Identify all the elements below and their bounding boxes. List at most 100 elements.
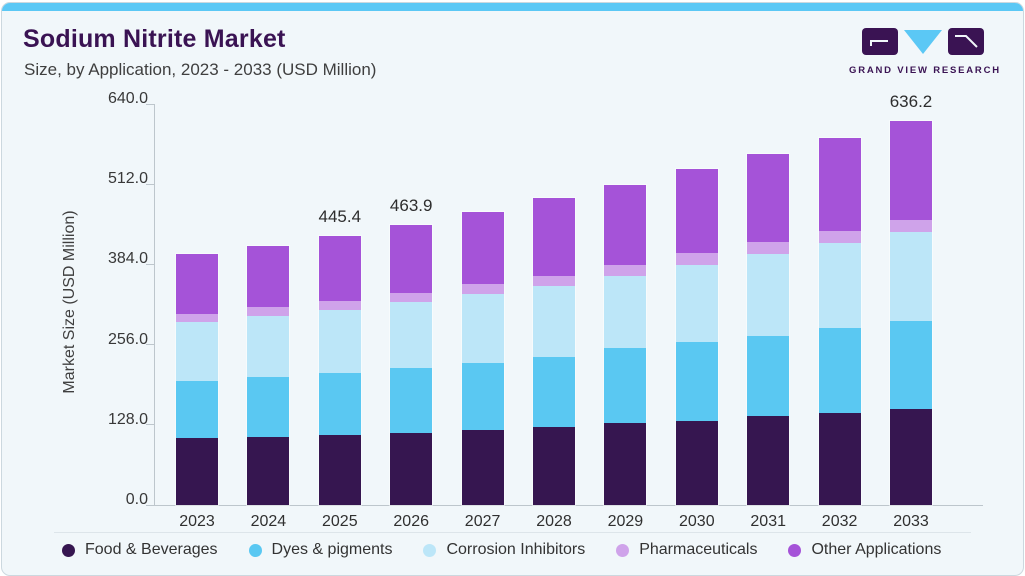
bar-segment-other-applications	[818, 138, 861, 232]
x-tick-label-2027: 2027	[464, 513, 501, 530]
bar-segment-other-applications	[747, 153, 790, 242]
top-accent-bar	[2, 3, 1023, 11]
bar-segment-corrosion-inhibitors	[461, 294, 504, 363]
bar-2029	[604, 184, 647, 505]
legend-dot-icon	[616, 543, 630, 557]
bar-segment-dyes-pigments	[390, 367, 433, 433]
bar-segment-food-beverages	[890, 408, 932, 505]
bar-segment-dyes-pigments	[533, 356, 575, 428]
gvr-logo-icon	[862, 28, 984, 55]
bar-value-label-2026: 463.9	[389, 195, 433, 215]
x-tick-label-2033: 2033	[893, 513, 929, 530]
legend-dot-icon	[788, 543, 802, 557]
y-axis-title: Market Size (USD Million)	[61, 210, 78, 394]
bar-segment-other-applications	[461, 212, 504, 285]
bar-segment-other-applications	[533, 198, 575, 276]
legend-label: Pharmaceuticals	[639, 541, 758, 558]
legend-item-pharmaceuticals: Pharmaceuticals	[616, 541, 757, 559]
bar-segment-other-applications	[604, 184, 647, 265]
bar-segment-pharmaceuticals	[461, 284, 504, 295]
page-title: Sodium Nitrite Market	[23, 25, 286, 53]
bar-segment-food-beverages	[818, 413, 861, 505]
x-tick-label-2025: 2025	[322, 513, 358, 530]
legend-item-other-applications: Other Applications	[788, 541, 941, 559]
bar-segment-corrosion-inhibitors	[533, 286, 575, 357]
y-tick-label: 0.0	[125, 491, 148, 508]
legend-label: Dyes & pigments	[271, 541, 393, 558]
plot-area: 640.0 512.0 384.0 256.0 128.0 0.0 2023 2024 445.…	[108, 90, 983, 530]
legend-dot-icon	[62, 543, 75, 557]
x-tick-label-2030: 2030	[679, 513, 715, 530]
bar-2023	[176, 254, 218, 505]
bar-segment-corrosion-inhibitors	[675, 264, 718, 343]
bar-2026	[390, 224, 433, 505]
legend-label: Other Applications	[811, 541, 942, 558]
bar-segment-other-applications	[318, 236, 361, 301]
bar-2032	[818, 138, 861, 505]
bar-segment-food-beverages	[318, 434, 361, 505]
legend-item-dyes-pigments: Dyes & pigments	[248, 541, 393, 559]
legend-label: Food & Beverages	[85, 541, 218, 558]
bar-segment-food-beverages	[247, 436, 290, 505]
bar-segment-other-applications	[675, 169, 718, 254]
page-subtitle: Size, by Application, 2023 - 2033 (USD M…	[24, 60, 377, 79]
x-tick-label-2031: 2031	[750, 513, 786, 530]
bar-segment-dyes-pigments	[747, 335, 790, 417]
y-tick-mark	[146, 263, 154, 265]
bar-2030	[675, 169, 718, 505]
bar-segment-pharmaceuticals	[747, 241, 790, 254]
y-tick-mark	[146, 183, 154, 185]
bar-segment-other-applications	[176, 254, 218, 315]
bar-segment-food-beverages	[675, 420, 718, 505]
gvr-logo-text: GRAND VIEW RESEARCH	[849, 65, 1001, 76]
bar-segment-corrosion-inhibitors	[390, 302, 433, 368]
bar-segment-corrosion-inhibitors	[604, 275, 647, 349]
y-tick-label: 512.0	[107, 170, 148, 188]
bar-segment-pharmaceuticals	[176, 314, 218, 323]
y-tick-label: 640.0	[107, 90, 148, 107]
bar-segment-dyes-pigments	[176, 380, 218, 439]
bar-2027	[461, 212, 504, 505]
bar-segment-food-beverages	[747, 416, 790, 505]
legend-separator	[54, 532, 971, 533]
bar-segment-pharmaceuticals	[675, 253, 718, 265]
bar-segment-corrosion-inhibitors	[747, 253, 790, 336]
legend-item-food-beverages: Food & Beverages	[62, 541, 218, 559]
bar-segment-pharmaceuticals	[390, 292, 433, 303]
gvr-logo: GRAND VIEW RESEARCH	[849, 27, 1001, 76]
bar-segment-pharmaceuticals	[533, 275, 575, 287]
bar-segment-pharmaceuticals	[890, 220, 932, 233]
bar-segment-other-applications	[390, 224, 433, 293]
y-tick-mark	[146, 344, 154, 346]
bar-segment-food-beverages	[390, 432, 433, 505]
legend-item-corrosion-inhibitors: Corrosion Inhibitors	[423, 541, 585, 559]
bar-segment-food-beverages	[176, 438, 218, 505]
bar-segment-corrosion-inhibitors	[818, 243, 861, 329]
bar-segment-corrosion-inhibitors	[176, 322, 218, 381]
bar-segment-pharmaceuticals	[318, 300, 361, 310]
bar-segment-dyes-pigments	[675, 342, 718, 421]
bar-segment-food-beverages	[604, 422, 647, 505]
bar-segment-dyes-pigments	[604, 348, 647, 423]
x-tick-label-2028: 2028	[536, 513, 572, 530]
x-tick-label-2026: 2026	[393, 513, 429, 530]
bar-segment-dyes-pigments	[818, 328, 861, 414]
bar-segment-dyes-pigments	[247, 377, 290, 437]
bar-2024	[247, 246, 290, 505]
y-tick-mark	[146, 504, 154, 506]
bar-value-label-2033: 636.2	[889, 91, 933, 111]
bar-segment-pharmaceuticals	[247, 307, 290, 317]
bar-value-label-2025: 445.4	[318, 206, 362, 226]
y-tick-label: 128.0	[107, 410, 148, 428]
legend: Food & Beverages Dyes & pigments Corrosion…	[62, 541, 993, 559]
bar-segment-pharmaceuticals	[604, 264, 647, 276]
y-tick-label: 384.0	[107, 250, 148, 268]
legend-label: Corrosion Inhibitors	[446, 541, 586, 558]
x-tick-label-2024: 2024	[250, 513, 287, 530]
bar-2028	[533, 198, 575, 505]
bar-segment-food-beverages	[461, 430, 504, 505]
bar-segment-pharmaceuticals	[818, 231, 861, 244]
bar-2031	[747, 153, 790, 505]
